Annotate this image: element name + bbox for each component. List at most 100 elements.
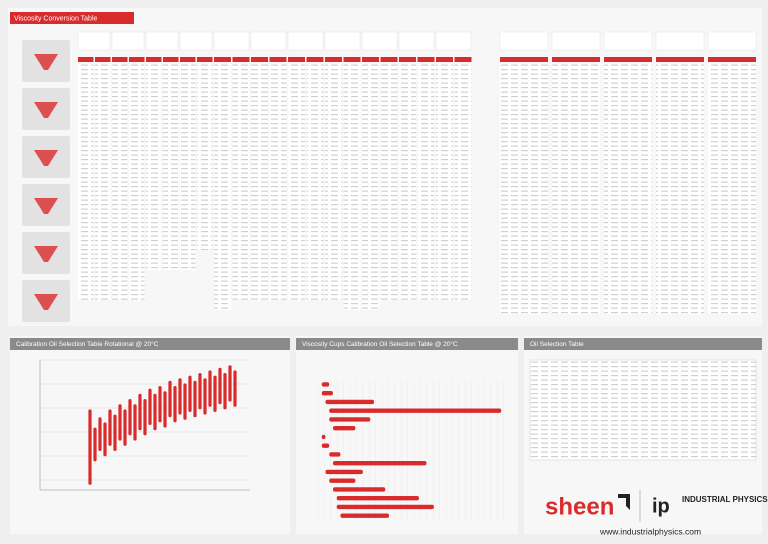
range-bar — [332, 487, 386, 492]
oil-table — [529, 359, 757, 461]
table-body — [362, 64, 379, 310]
cup-icon — [34, 102, 58, 118]
range-bar — [183, 383, 187, 420]
table-header — [380, 57, 398, 62]
table-body — [436, 64, 453, 300]
range-bar — [193, 380, 197, 418]
table-header — [708, 57, 756, 62]
photo-column — [22, 40, 70, 322]
cups-panel — [296, 336, 518, 534]
table-body — [232, 64, 250, 300]
oil-header — [524, 338, 762, 350]
table-body — [112, 64, 128, 300]
table-header — [454, 57, 472, 62]
range-bar — [321, 434, 326, 440]
cup-icon — [34, 246, 58, 262]
cups-title: Viscosity Cups Calibration Oil Selection… — [302, 340, 458, 348]
table-header — [325, 57, 342, 62]
range-bar — [98, 417, 102, 451]
table-header — [656, 57, 704, 62]
range-bar — [188, 375, 192, 412]
table-header — [180, 57, 196, 62]
range-bar — [88, 409, 92, 485]
range-bar — [218, 367, 222, 405]
range-bar — [148, 388, 152, 425]
brand-mark — [618, 494, 630, 510]
table-body — [78, 64, 94, 300]
table-body — [180, 64, 196, 270]
range-bar — [118, 404, 122, 441]
formula-box — [145, 31, 179, 51]
range-bar — [228, 365, 232, 402]
table-body — [325, 64, 342, 300]
range-bar — [233, 370, 237, 407]
table-body — [306, 64, 324, 300]
table-body — [95, 64, 111, 300]
table-body — [129, 64, 145, 300]
table-body — [163, 64, 179, 270]
table-body — [552, 64, 600, 314]
range-bar — [93, 427, 97, 462]
range-bar — [138, 393, 142, 431]
table-header — [362, 57, 379, 62]
table-body — [380, 64, 398, 300]
table-header — [552, 57, 600, 62]
table-header — [288, 57, 305, 62]
table-header — [232, 57, 250, 62]
range-bar — [336, 504, 434, 510]
range-bar — [321, 390, 333, 396]
table-body — [656, 64, 704, 314]
table-body — [454, 64, 472, 300]
oil-title: Oil Selection Table — [530, 341, 584, 348]
range-bar — [133, 404, 137, 441]
table-header — [163, 57, 179, 62]
formula-box — [398, 31, 435, 51]
formula-box — [77, 31, 111, 51]
brand: sheen — [545, 493, 614, 520]
formula-box — [179, 31, 213, 51]
table-header — [197, 57, 213, 62]
table-header — [95, 57, 111, 62]
formula-box — [111, 31, 145, 51]
table-body — [500, 64, 548, 314]
table-header — [306, 57, 324, 62]
range-bar — [329, 408, 502, 413]
range-bar — [153, 393, 157, 431]
range-bar — [325, 469, 363, 475]
table-body — [146, 64, 162, 270]
range-bar — [108, 409, 112, 446]
formula-box — [655, 31, 705, 51]
cup-icon — [34, 54, 58, 70]
range-bar — [163, 391, 167, 428]
range-bar — [143, 399, 147, 436]
range-bar — [223, 373, 227, 410]
table-header — [214, 57, 231, 62]
table-body — [604, 64, 652, 314]
range-bar — [329, 452, 341, 457]
rotational-panel — [10, 336, 290, 534]
ip-logo: ip — [652, 495, 670, 517]
formula-box — [499, 31, 549, 51]
formula-box — [603, 31, 653, 51]
table-body — [251, 64, 268, 300]
range-bar — [203, 378, 207, 415]
range-bar — [321, 443, 330, 448]
range-bar — [321, 382, 330, 387]
range-bar — [329, 417, 371, 422]
table-header — [129, 57, 145, 62]
range-bar — [113, 414, 117, 451]
range-bar — [123, 409, 127, 446]
table-body — [269, 64, 287, 300]
range-bar — [325, 399, 375, 405]
range-bar — [208, 370, 212, 407]
table-header — [112, 57, 128, 62]
table-body — [417, 64, 435, 300]
cups-header — [296, 338, 518, 350]
table-header — [436, 57, 453, 62]
cup-icon — [34, 150, 58, 166]
table-body — [399, 64, 416, 300]
range-bar — [213, 375, 217, 412]
range-bar — [173, 386, 177, 423]
tables — [77, 31, 757, 314]
